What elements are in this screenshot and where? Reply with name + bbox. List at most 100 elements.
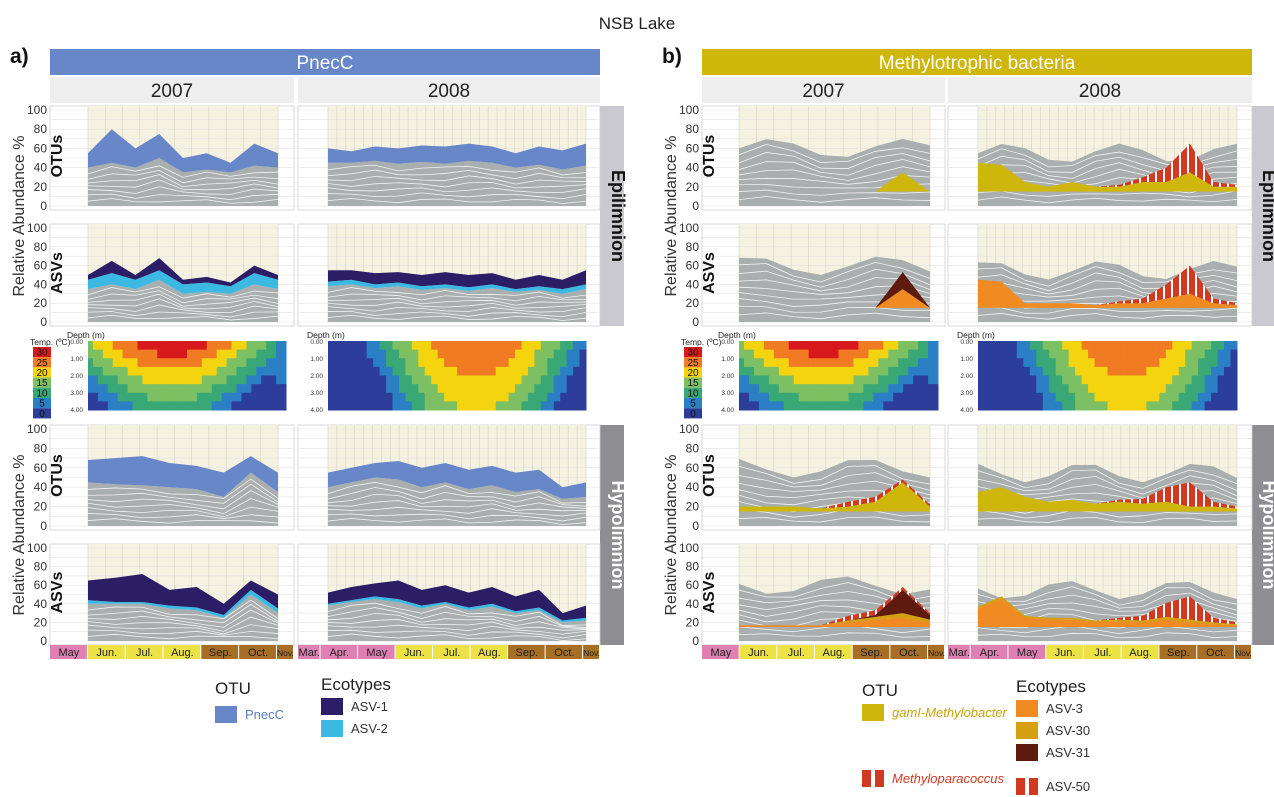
heatmap-cell: [853, 375, 859, 385]
heatmap-cell: [251, 341, 257, 351]
y-tick-label: 20: [686, 296, 700, 310]
heatmap-cell: [117, 392, 124, 402]
heatmap-cell: [206, 358, 213, 368]
heatmap-cell: [1016, 349, 1024, 359]
heatmap-cell: [122, 358, 129, 368]
heatmap-cell: [763, 349, 770, 359]
heatmap-cell: [858, 384, 864, 394]
heatmap-cell: [1224, 392, 1232, 402]
month-label: Oct.: [899, 647, 919, 659]
heatmap-cell: [1165, 392, 1173, 402]
layer-strip: [600, 425, 624, 645]
subplot: [297, 105, 601, 211]
heatmap-cell: [978, 384, 985, 394]
y-tick-label: 40: [686, 597, 700, 611]
heatmap-cell: [1016, 392, 1024, 402]
heatmap-cell: [211, 392, 218, 402]
heatmap-cell: [833, 349, 839, 359]
heatmap-cell: [758, 384, 765, 394]
community-line: [738, 189, 931, 196]
heatmap-cell: [863, 341, 869, 351]
community-line: [87, 513, 279, 520]
heatmap-cell: [1029, 375, 1037, 385]
heatmap-cell: [848, 375, 854, 385]
community-line: [327, 297, 587, 306]
heatmap-cell: [758, 366, 765, 376]
subplot: [297, 223, 601, 327]
heatmap-cell: [495, 349, 503, 359]
heatmap-cell: [527, 341, 535, 351]
temp-swatch: [33, 377, 51, 388]
heatmap-cell: [1139, 349, 1147, 359]
heatmap-cell: [142, 392, 148, 402]
heatmap-cell: [521, 358, 529, 368]
heatmap-cell: [97, 358, 104, 368]
heatmap-cell: [221, 341, 228, 351]
depth-tick: 0.00: [310, 339, 323, 346]
community-line: [738, 166, 931, 181]
heatmap-cell: [908, 375, 914, 385]
heatmap-cell: [566, 401, 574, 411]
heatmap-cell: [1230, 349, 1238, 359]
community-line: [977, 592, 1238, 611]
heatmap-cell: [918, 349, 924, 359]
heatmap-cell: [476, 401, 484, 411]
layer-strip: [1252, 106, 1274, 326]
depth-tick: 4.00: [70, 407, 83, 414]
heatmap-cell: [898, 366, 904, 376]
heatmap-cell: [206, 375, 213, 385]
heatmap-cell: [147, 341, 153, 351]
heatmap-cell: [132, 392, 138, 402]
layer-label: Hypolimnion: [608, 481, 628, 590]
heatmap-cell: [112, 366, 119, 376]
heatmap-cell: [1139, 375, 1147, 385]
heatmap-cell: [328, 375, 335, 385]
temp-scale-label: 30: [36, 348, 48, 359]
heatmap-cell: [88, 375, 94, 385]
month-label: Nov.: [583, 648, 600, 658]
heatmap-cell: [923, 358, 929, 368]
temp-swatch: [684, 347, 702, 358]
heatmap-cell: [444, 375, 452, 385]
community-area: [328, 284, 586, 322]
heatmap-cell: [1191, 349, 1199, 359]
heatmap-cell: [743, 375, 750, 385]
month-cell: [470, 645, 508, 659]
heatmap-cell: [102, 341, 109, 351]
heatmap-cell: [773, 375, 780, 385]
community-line: [738, 632, 931, 638]
y-tick-label: 0: [40, 519, 47, 533]
heatmap-cell: [107, 341, 114, 351]
heatmap-cell: [392, 384, 400, 394]
heatmap-cell: [803, 384, 810, 394]
month-cell: [777, 645, 815, 659]
heatmap-cell: [1075, 401, 1083, 411]
heatmap-cell: [808, 401, 815, 411]
heatmap-cell: [898, 341, 904, 351]
month-cell: [928, 645, 944, 659]
heatmap-cell: [102, 375, 109, 385]
heatmap-cell: [418, 375, 426, 385]
y-tick-label: 0: [40, 634, 47, 648]
heatmap-cell: [1101, 375, 1108, 385]
heatmap-cell: [1062, 392, 1070, 402]
heatmap-cell: [1068, 401, 1076, 411]
heatmap-cell: [276, 358, 282, 368]
month-cell: [970, 645, 1008, 659]
heatmap-cell: [92, 366, 99, 376]
heatmap-cell: [1075, 341, 1083, 351]
heatmap-cell: [1191, 341, 1199, 351]
heatmap-cell: [1139, 341, 1147, 351]
y-tick-label: 0: [692, 199, 699, 213]
heatmap-cell: [172, 341, 178, 351]
heatmap-cell: [1094, 401, 1102, 411]
heatmap-cell: [1016, 401, 1024, 411]
layer-label: Epilimnion: [1259, 170, 1274, 262]
heatmap-cell: [495, 401, 503, 411]
y-tick-label: 80: [34, 122, 48, 136]
heatmap-cell: [778, 341, 785, 351]
heatmap-cell: [340, 384, 348, 394]
heatmap-cell: [167, 366, 173, 376]
